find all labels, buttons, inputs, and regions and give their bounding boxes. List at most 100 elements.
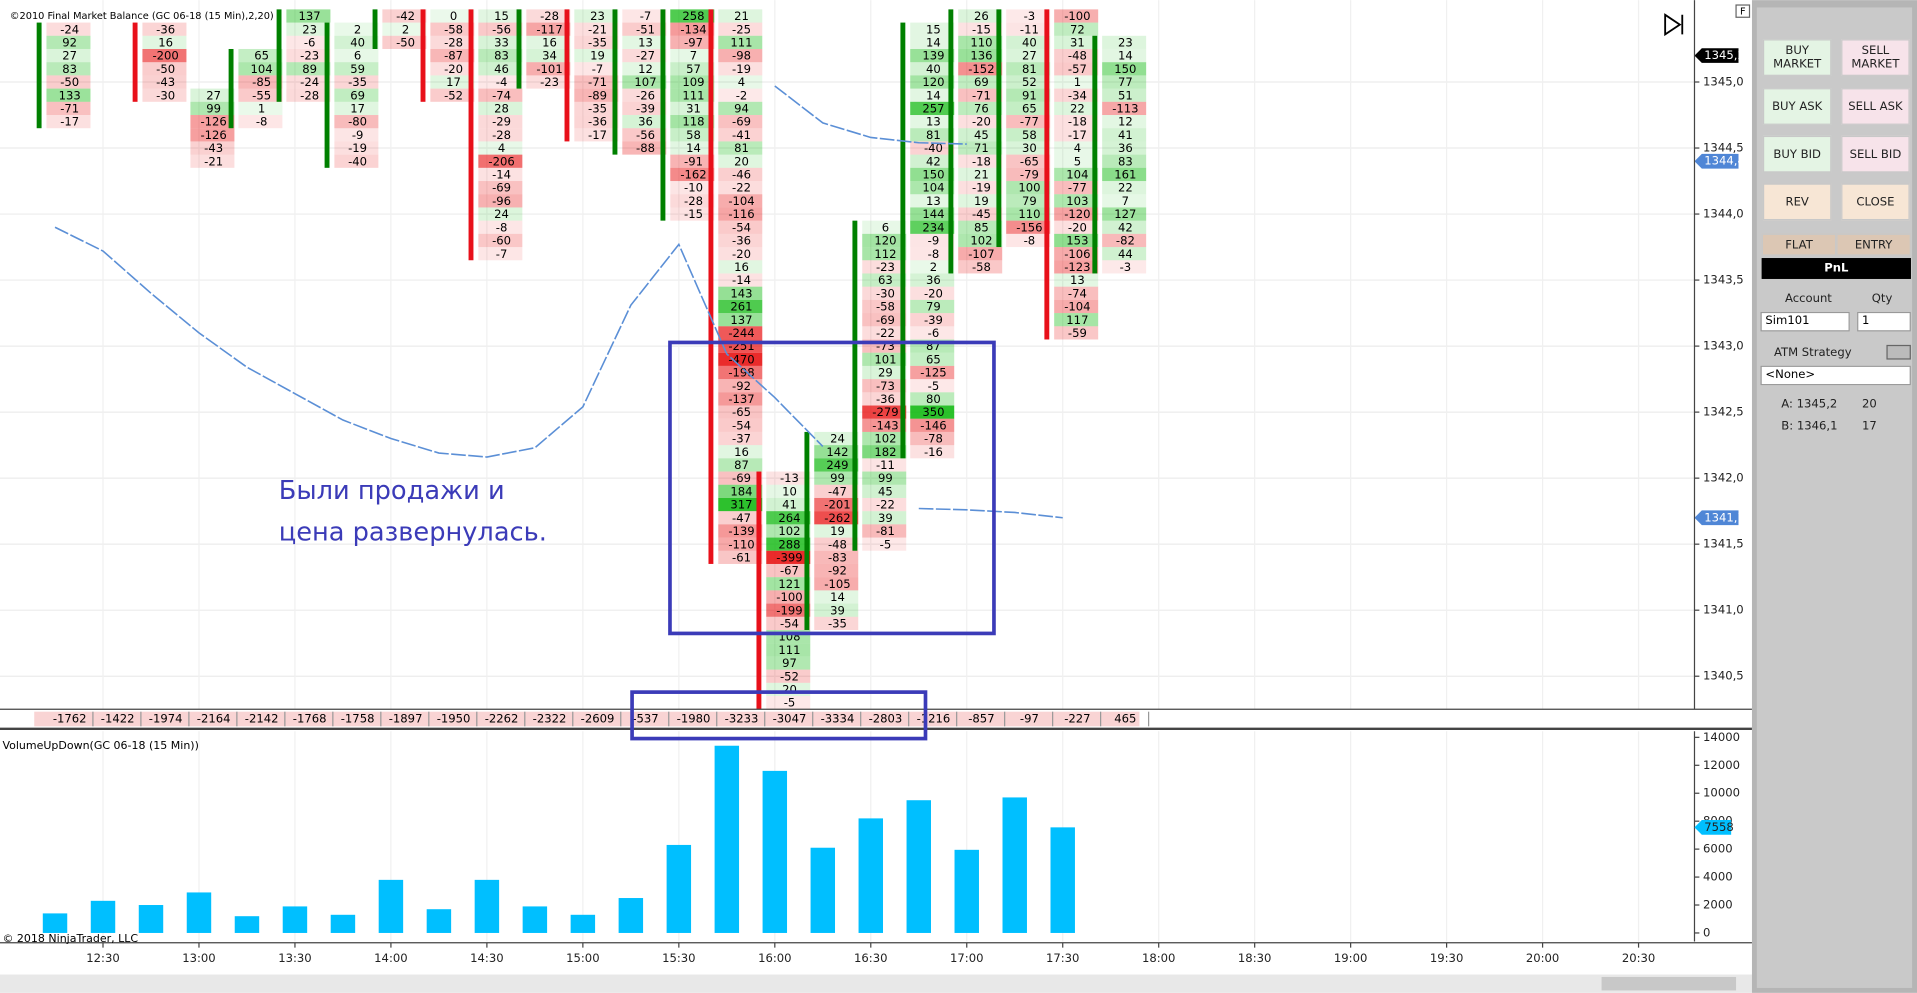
cell xyxy=(46,101,91,116)
price-marker xyxy=(1694,153,1739,169)
cell xyxy=(334,128,379,142)
cell xyxy=(910,273,955,287)
cell xyxy=(766,484,811,498)
cell-value: 59 xyxy=(350,62,365,76)
volume-bar xyxy=(234,916,260,933)
bar-direction xyxy=(276,9,282,102)
cell xyxy=(574,48,619,63)
cell-value: -50 xyxy=(396,36,415,50)
cell xyxy=(46,62,91,76)
cell xyxy=(1054,9,1099,23)
cell xyxy=(1102,62,1147,76)
cell-value: -46 xyxy=(732,168,751,182)
cell xyxy=(334,115,379,129)
button[interactable]: SELL MARKET xyxy=(1841,39,1910,76)
cell xyxy=(958,247,1003,261)
cell-value: 184 xyxy=(730,484,752,498)
button[interactable]: SELL ASK xyxy=(1841,88,1910,125)
cell xyxy=(1102,260,1147,274)
cell xyxy=(910,141,955,155)
ma-line xyxy=(54,226,824,458)
qty-input[interactable]: 1 xyxy=(1857,311,1911,332)
cell-value: -40 xyxy=(348,154,367,168)
cell xyxy=(910,22,955,36)
cell-value: 13 xyxy=(1070,273,1085,287)
cell xyxy=(430,62,475,76)
cell-value: 1 xyxy=(1074,75,1081,89)
cell-value: 161 xyxy=(1114,168,1136,182)
play-icon[interactable] xyxy=(1664,13,1684,37)
cell xyxy=(1054,22,1099,36)
volume-marker xyxy=(1694,820,1732,835)
cell xyxy=(814,550,859,564)
button[interactable]: SELL BID xyxy=(1841,135,1910,173)
cell-value: -96 xyxy=(492,194,511,208)
cell-value: 7 xyxy=(690,49,697,63)
cell xyxy=(1054,141,1099,155)
icon[interactable] xyxy=(1664,13,1684,37)
cell xyxy=(622,115,667,129)
cell-value: -24 xyxy=(300,75,319,89)
cell-value: -36 xyxy=(156,22,175,36)
cell-value: 24 xyxy=(494,207,509,221)
cell xyxy=(862,220,907,234)
cell-value: 19 xyxy=(590,49,605,63)
cell-value: -6 xyxy=(928,326,940,340)
cell-value: -100 xyxy=(776,590,802,604)
cell xyxy=(286,22,331,36)
cell xyxy=(334,22,379,36)
cell xyxy=(766,696,811,710)
cell-value: -48 xyxy=(1068,49,1087,63)
corner-button[interactable] xyxy=(1735,4,1751,18)
cell xyxy=(958,194,1003,208)
cell-value: -26 xyxy=(636,88,655,102)
scroll-thumb[interactable] xyxy=(1601,976,1737,991)
cell xyxy=(910,194,955,208)
cell-value: -279 xyxy=(872,405,898,419)
cell-value: -35 xyxy=(588,102,607,116)
cell-value: -30 xyxy=(156,88,175,102)
corner-label[interactable]: F xyxy=(1740,7,1746,18)
cell-value: -56 xyxy=(492,22,511,36)
cell-value: -7 xyxy=(640,9,652,23)
button[interactable]: CLOSE xyxy=(1841,183,1910,221)
button[interactable]: BUY ASK xyxy=(1762,88,1832,125)
scrollbar[interactable] xyxy=(0,974,1752,993)
atm-select[interactable]: <None> xyxy=(1760,365,1911,386)
button[interactable]: REV xyxy=(1762,183,1832,221)
cell xyxy=(862,392,907,406)
cell-value: -107 xyxy=(968,247,994,261)
button[interactable]: BUY MARKET xyxy=(1762,39,1832,76)
cell xyxy=(718,88,763,102)
atm-button[interactable] xyxy=(1886,344,1911,360)
cell xyxy=(1006,194,1051,208)
cell-value: 7 xyxy=(1122,194,1129,208)
bar-direction xyxy=(324,22,330,168)
cell xyxy=(862,273,907,287)
account-select[interactable]: Sim101 xyxy=(1760,311,1850,332)
button[interactable]: BUY BID xyxy=(1762,135,1832,173)
cell-value: 21 xyxy=(974,168,989,182)
cell-value: -97 xyxy=(684,36,703,50)
cell xyxy=(718,220,763,234)
cell xyxy=(1006,35,1051,49)
cell-value: 13 xyxy=(926,194,941,208)
cell xyxy=(958,35,1003,49)
cell xyxy=(238,75,283,89)
volume-bar xyxy=(714,745,740,933)
cell-value: -16 xyxy=(924,445,943,459)
cell-value: 71 xyxy=(974,141,989,155)
cell xyxy=(718,35,763,49)
cell xyxy=(574,88,619,102)
cell xyxy=(526,62,571,76)
cell-value: -98 xyxy=(732,49,751,63)
cell xyxy=(286,35,331,49)
cell xyxy=(958,220,1003,234)
cell-value: 20 xyxy=(782,683,797,697)
cell xyxy=(958,154,1003,168)
cell-value: -61 xyxy=(732,550,751,564)
cell-value: 92 xyxy=(62,36,77,50)
cell-value: -41 xyxy=(732,128,751,142)
cell xyxy=(718,75,763,89)
cell-value: -125 xyxy=(920,366,946,380)
